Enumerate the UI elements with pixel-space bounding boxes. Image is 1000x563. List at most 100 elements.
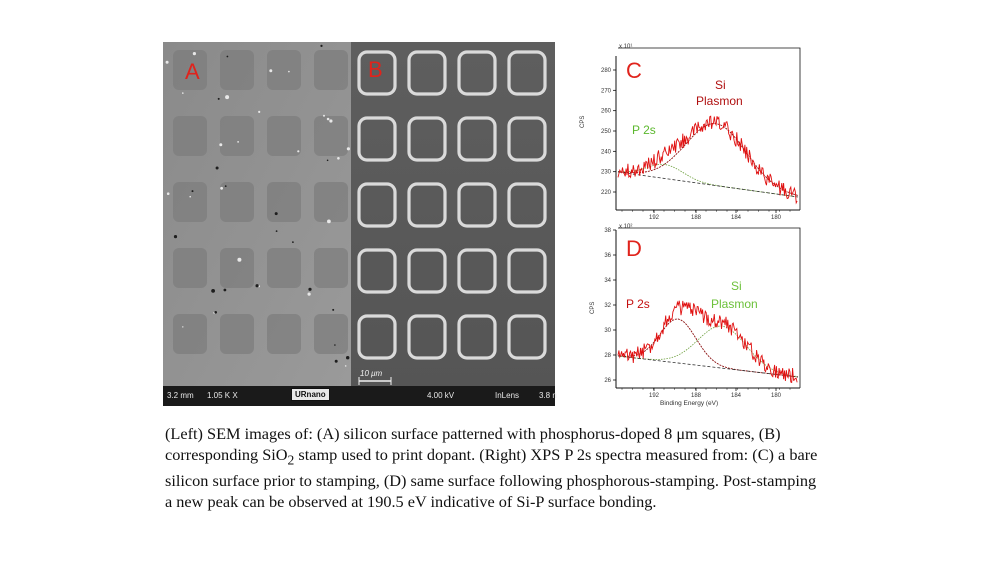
xps-d-y-label: CPS	[590, 302, 596, 314]
stamp-square	[457, 116, 497, 162]
speck	[323, 114, 325, 117]
xps-c-p2s-component	[617, 163, 799, 198]
x-tick-label: 184	[731, 393, 742, 399]
speck	[292, 241, 294, 244]
y-tick-label: 34	[604, 278, 611, 284]
caption-part-2: stamp used to print dopant. (Right) XPS …	[165, 445, 818, 512]
panel-a-specks	[165, 44, 350, 367]
speck	[255, 284, 259, 288]
y-tick-label: 270	[601, 88, 612, 94]
y-tick-label: 240	[601, 149, 612, 155]
y-tick-label: 30	[604, 328, 611, 334]
doped-square	[220, 248, 254, 288]
speck	[211, 289, 215, 293]
doped-square	[220, 314, 254, 354]
speck	[189, 195, 191, 198]
stamp-square	[407, 314, 447, 360]
xps-c-panel-label: C	[626, 58, 642, 83]
doped-square	[267, 116, 301, 156]
xps-d-plasmon-annotation: Plasmon	[711, 297, 758, 311]
speck	[258, 110, 261, 113]
xps-c-plasmon-component	[617, 123, 799, 196]
x-tick-label: 184	[731, 215, 742, 220]
speck	[344, 365, 347, 367]
x-tick-label: 180	[771, 393, 782, 399]
doped-square	[314, 248, 348, 288]
stamp-square	[357, 50, 397, 96]
stamp-square	[407, 182, 447, 228]
sem-panel-b	[351, 42, 555, 386]
xps-d-background	[617, 355, 799, 378]
speck	[192, 52, 196, 56]
y-tick-label: 280	[601, 68, 612, 74]
speck	[182, 326, 184, 328]
stamp-square	[457, 182, 497, 228]
detector: InLens	[495, 391, 520, 400]
stamp-square	[507, 248, 547, 294]
doped-square	[173, 116, 207, 156]
speck	[337, 157, 340, 160]
x-tick-label: 192	[649, 393, 660, 399]
x-tick-label: 192	[649, 215, 660, 220]
working-distance: 3.2 mm	[167, 391, 194, 400]
doped-square	[314, 314, 348, 354]
stamp-square	[357, 248, 397, 294]
speck	[220, 186, 223, 190]
y-tick-label: 250	[601, 129, 612, 135]
stamp-square	[357, 314, 397, 360]
y-tick-label: 38	[604, 228, 611, 234]
speck	[182, 92, 184, 94]
magnification: 1.05 K X	[207, 391, 238, 400]
x-tick-label: 188	[691, 393, 702, 399]
accelerating-voltage: 4.00 kV	[427, 391, 455, 400]
stamp-square	[407, 116, 447, 162]
panel-a-doped-squares	[173, 50, 348, 354]
speck	[219, 143, 223, 147]
speck	[332, 308, 335, 311]
xps-c-plasmon-annotation: Plasmon	[696, 94, 743, 108]
y-tick-label: 32	[604, 303, 611, 309]
doped-square	[267, 50, 301, 90]
caption-subscript: 2	[287, 452, 295, 468]
xps-d-exponent: x 10²	[619, 224, 632, 230]
sem-images	[163, 42, 555, 386]
y-tick-label: 260	[601, 109, 612, 115]
speck	[224, 185, 227, 188]
caption-part-1: (Left) SEM images of: (A) silicon surfac…	[165, 424, 781, 464]
speck	[269, 69, 273, 73]
figure-caption: (Left) SEM images of: (A) silicon surfac…	[165, 423, 825, 512]
speck	[237, 141, 239, 143]
panel-b-stamp-squares	[357, 50, 547, 360]
xps-d-si-annotation: Si	[731, 279, 742, 293]
xps-c-si-annotation: Si	[715, 78, 726, 92]
xps-d-x-label: Binding Energy (eV)	[660, 400, 718, 407]
y-tick-label: 220	[601, 190, 612, 196]
speck	[165, 60, 169, 64]
stamp-square	[357, 116, 397, 162]
speck	[326, 117, 330, 121]
doped-square	[314, 50, 348, 90]
doped-square	[314, 182, 348, 222]
speck	[225, 95, 230, 100]
stamp-square	[407, 248, 447, 294]
sem-trailing-value: 3.8 n	[539, 391, 557, 400]
xps-d-p2s-annotation: P 2s	[626, 297, 650, 311]
scale-bar-label: 10 μm	[360, 369, 383, 378]
doped-square	[173, 50, 207, 90]
doped-square	[267, 182, 301, 222]
panel-a-label: A	[185, 59, 200, 84]
doped-square	[220, 116, 254, 156]
speck	[329, 119, 333, 123]
y-tick-label: 28	[604, 353, 611, 359]
y-tick-label: 36	[604, 253, 611, 259]
sem-figure: A B 10 μm 3.2 mm 1.05 K X URnano 4.00 kV…	[163, 42, 557, 406]
speck	[297, 150, 300, 153]
speck	[308, 287, 312, 291]
stamp-square	[457, 50, 497, 96]
doped-square	[173, 182, 207, 222]
speck	[320, 44, 323, 47]
speck	[223, 288, 227, 292]
speck	[346, 147, 350, 151]
speck	[275, 230, 278, 233]
doped-square	[220, 50, 254, 90]
